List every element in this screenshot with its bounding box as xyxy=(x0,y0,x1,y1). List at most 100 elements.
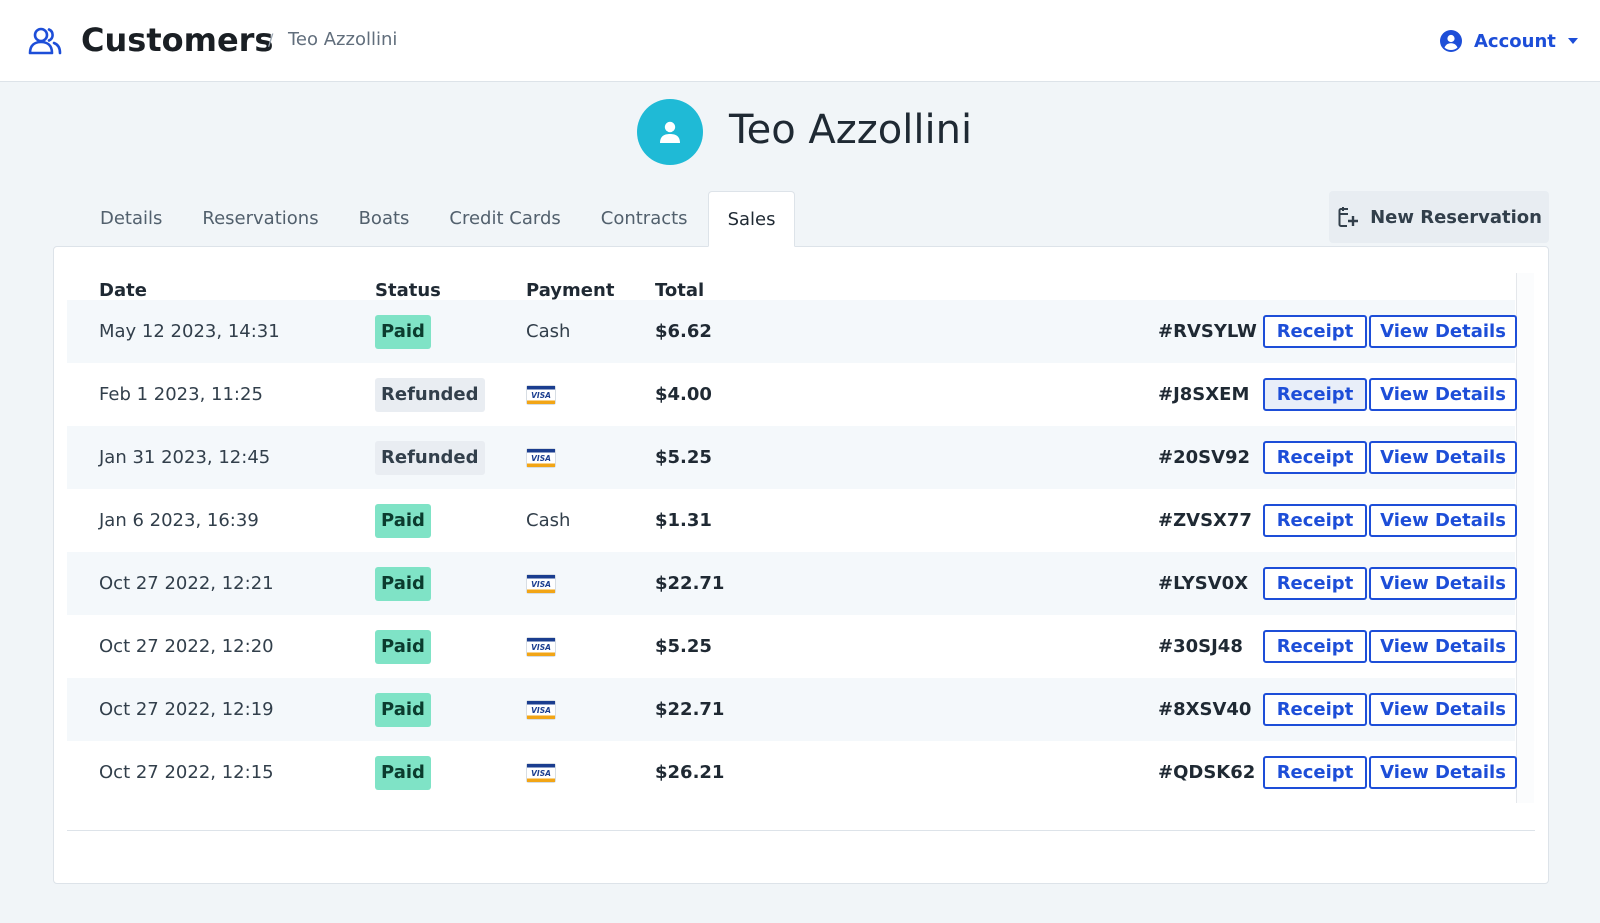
sale-total: $22.71 xyxy=(655,699,725,720)
visa-card-icon: VISA xyxy=(526,762,556,783)
table-header: Date Status Payment Total xyxy=(67,271,1515,311)
sale-total: $6.62 xyxy=(655,321,712,342)
tab-boats[interactable]: Boats xyxy=(358,208,410,229)
status-cell: Paid xyxy=(375,300,431,363)
scrollbar[interactable] xyxy=(1516,273,1534,803)
view-details-button[interactable]: View Details xyxy=(1369,504,1517,537)
payment-text: Cash xyxy=(526,510,571,531)
status-badge: Paid xyxy=(375,692,431,727)
table-row: Jan 31 2023, 12:45 Refunded VISA $5.25 #20SV… xyxy=(67,426,1517,489)
table-row: Jan 6 2023, 16:39 Paid Cash $1.31 #ZVSX77 Rec… xyxy=(67,489,1517,552)
receipt-button[interactable]: Receipt xyxy=(1263,504,1367,537)
sale-date: Oct 27 2022, 12:19 xyxy=(99,699,274,720)
view-details-button[interactable]: View Details xyxy=(1369,630,1517,663)
sale-total: $22.71 xyxy=(655,573,725,594)
svg-text:VISA: VISA xyxy=(531,768,551,777)
visa-card-icon: VISA xyxy=(526,384,556,405)
table-row: Oct 27 2022, 12:15 Paid VISA $26.21 #QDSK62 R… xyxy=(67,741,1517,804)
sale-code: #QDSK62 xyxy=(1158,762,1256,783)
sale-date: Oct 27 2022, 12:20 xyxy=(99,636,274,657)
sale-date: Oct 27 2022, 12:15 xyxy=(99,762,274,783)
status-badge: Paid xyxy=(375,566,431,601)
sale-code: #ZVSX77 xyxy=(1158,510,1252,531)
sales-table-body: May 12 2023, 14:31 Paid Cash $6.62 #RVSYLW Re… xyxy=(67,300,1517,804)
sale-code: #LYSV0X xyxy=(1158,573,1249,594)
sale-date: May 12 2023, 14:31 xyxy=(99,321,280,342)
status-cell: Refunded xyxy=(375,363,485,426)
status-badge: Paid xyxy=(375,755,431,790)
tab-sales[interactable]: Sales xyxy=(707,191,796,247)
account-label: Account xyxy=(1474,30,1556,52)
sale-code: #8XSV40 xyxy=(1158,699,1252,720)
svg-text:VISA: VISA xyxy=(531,705,551,714)
visa-card-icon: VISA xyxy=(526,447,556,468)
column-status: Status xyxy=(375,280,441,301)
receipt-button[interactable]: Receipt xyxy=(1263,630,1367,663)
sale-total: $5.25 xyxy=(655,636,712,657)
svg-text:VISA: VISA xyxy=(531,390,551,399)
svg-text:VISA: VISA xyxy=(531,453,551,462)
tab-bar: Details Reservations Boats Credit Cards … xyxy=(80,191,796,247)
column-date: Date xyxy=(99,280,147,301)
avatar xyxy=(637,99,703,165)
payment-text: Cash xyxy=(526,321,571,342)
tab-credit-cards[interactable]: Credit Cards xyxy=(449,208,561,229)
receipt-button[interactable]: Receipt xyxy=(1263,315,1367,348)
sales-panel: Date Status Payment Total May 12 2023, 1… xyxy=(53,246,1549,884)
customer-name: Teo Azzollini xyxy=(729,107,973,153)
account-menu[interactable]: Account xyxy=(1440,26,1578,56)
users-icon[interactable] xyxy=(28,26,62,56)
payment-cell: VISA xyxy=(526,678,556,741)
tab-reservations[interactable]: Reservations xyxy=(202,208,319,229)
user-circle-icon xyxy=(1440,30,1462,52)
visa-card-icon: VISA xyxy=(526,573,556,594)
status-cell: Paid xyxy=(375,489,431,552)
breadcrumb[interactable]: Teo Azzollini xyxy=(288,29,398,50)
sale-total: $26.21 xyxy=(655,762,725,783)
page-title: Customers xyxy=(81,21,274,59)
sale-total: $4.00 xyxy=(655,384,712,405)
new-reservation-button[interactable]: New Reservation xyxy=(1329,191,1549,243)
status-cell: Paid xyxy=(375,741,431,804)
sale-code: #J8SXEM xyxy=(1158,384,1250,405)
view-details-button[interactable]: View Details xyxy=(1369,441,1517,474)
payment-cell: VISA xyxy=(526,741,556,804)
svg-text:VISA: VISA xyxy=(531,579,551,588)
status-badge: Paid xyxy=(375,503,431,538)
sale-code: #RVSYLW xyxy=(1158,321,1257,342)
receipt-button[interactable]: Receipt xyxy=(1263,567,1367,600)
sale-date: Jan 31 2023, 12:45 xyxy=(99,447,271,468)
status-badge: Paid xyxy=(375,314,431,349)
sale-date: Jan 6 2023, 16:39 xyxy=(99,510,259,531)
view-details-button[interactable]: View Details xyxy=(1369,378,1517,411)
calendar-plus-icon xyxy=(1338,207,1359,227)
visa-card-icon: VISA xyxy=(526,699,556,720)
table-row: May 12 2023, 14:31 Paid Cash $6.62 #RVSYLW Re… xyxy=(67,300,1517,363)
payment-cell: Cash xyxy=(526,300,570,363)
tab-contracts[interactable]: Contracts xyxy=(600,208,688,229)
sale-date: Oct 27 2022, 12:21 xyxy=(99,573,274,594)
sale-total: $5.25 xyxy=(655,447,712,468)
receipt-button[interactable]: Receipt xyxy=(1263,756,1367,789)
column-payment: Payment xyxy=(526,280,615,301)
payment-cell: VISA xyxy=(526,615,556,678)
receipt-button[interactable]: Receipt xyxy=(1263,693,1367,726)
visa-card-icon: VISA xyxy=(526,636,556,657)
caret-down-icon xyxy=(1567,38,1578,44)
receipt-button[interactable]: Receipt xyxy=(1263,378,1367,411)
view-details-button[interactable]: View Details xyxy=(1369,315,1517,348)
view-details-button[interactable]: View Details xyxy=(1369,693,1517,726)
view-details-button[interactable]: View Details xyxy=(1369,756,1517,789)
top-bar: Customers / Teo Azzollini Account xyxy=(0,0,1600,82)
status-cell: Refunded xyxy=(375,426,485,489)
column-total: Total xyxy=(655,280,705,301)
receipt-button[interactable]: Receipt xyxy=(1263,441,1367,474)
view-details-button[interactable]: View Details xyxy=(1369,567,1517,600)
table-row: Oct 27 2022, 12:21 Paid VISA $22.71 #LYSV0X R… xyxy=(67,552,1517,615)
payment-cell: VISA xyxy=(526,552,556,615)
payment-cell: VISA xyxy=(526,426,556,489)
sale-total: $1.31 xyxy=(655,510,712,531)
tab-details[interactable]: Details xyxy=(100,208,163,229)
status-cell: Paid xyxy=(375,615,431,678)
status-cell: Paid xyxy=(375,678,431,741)
